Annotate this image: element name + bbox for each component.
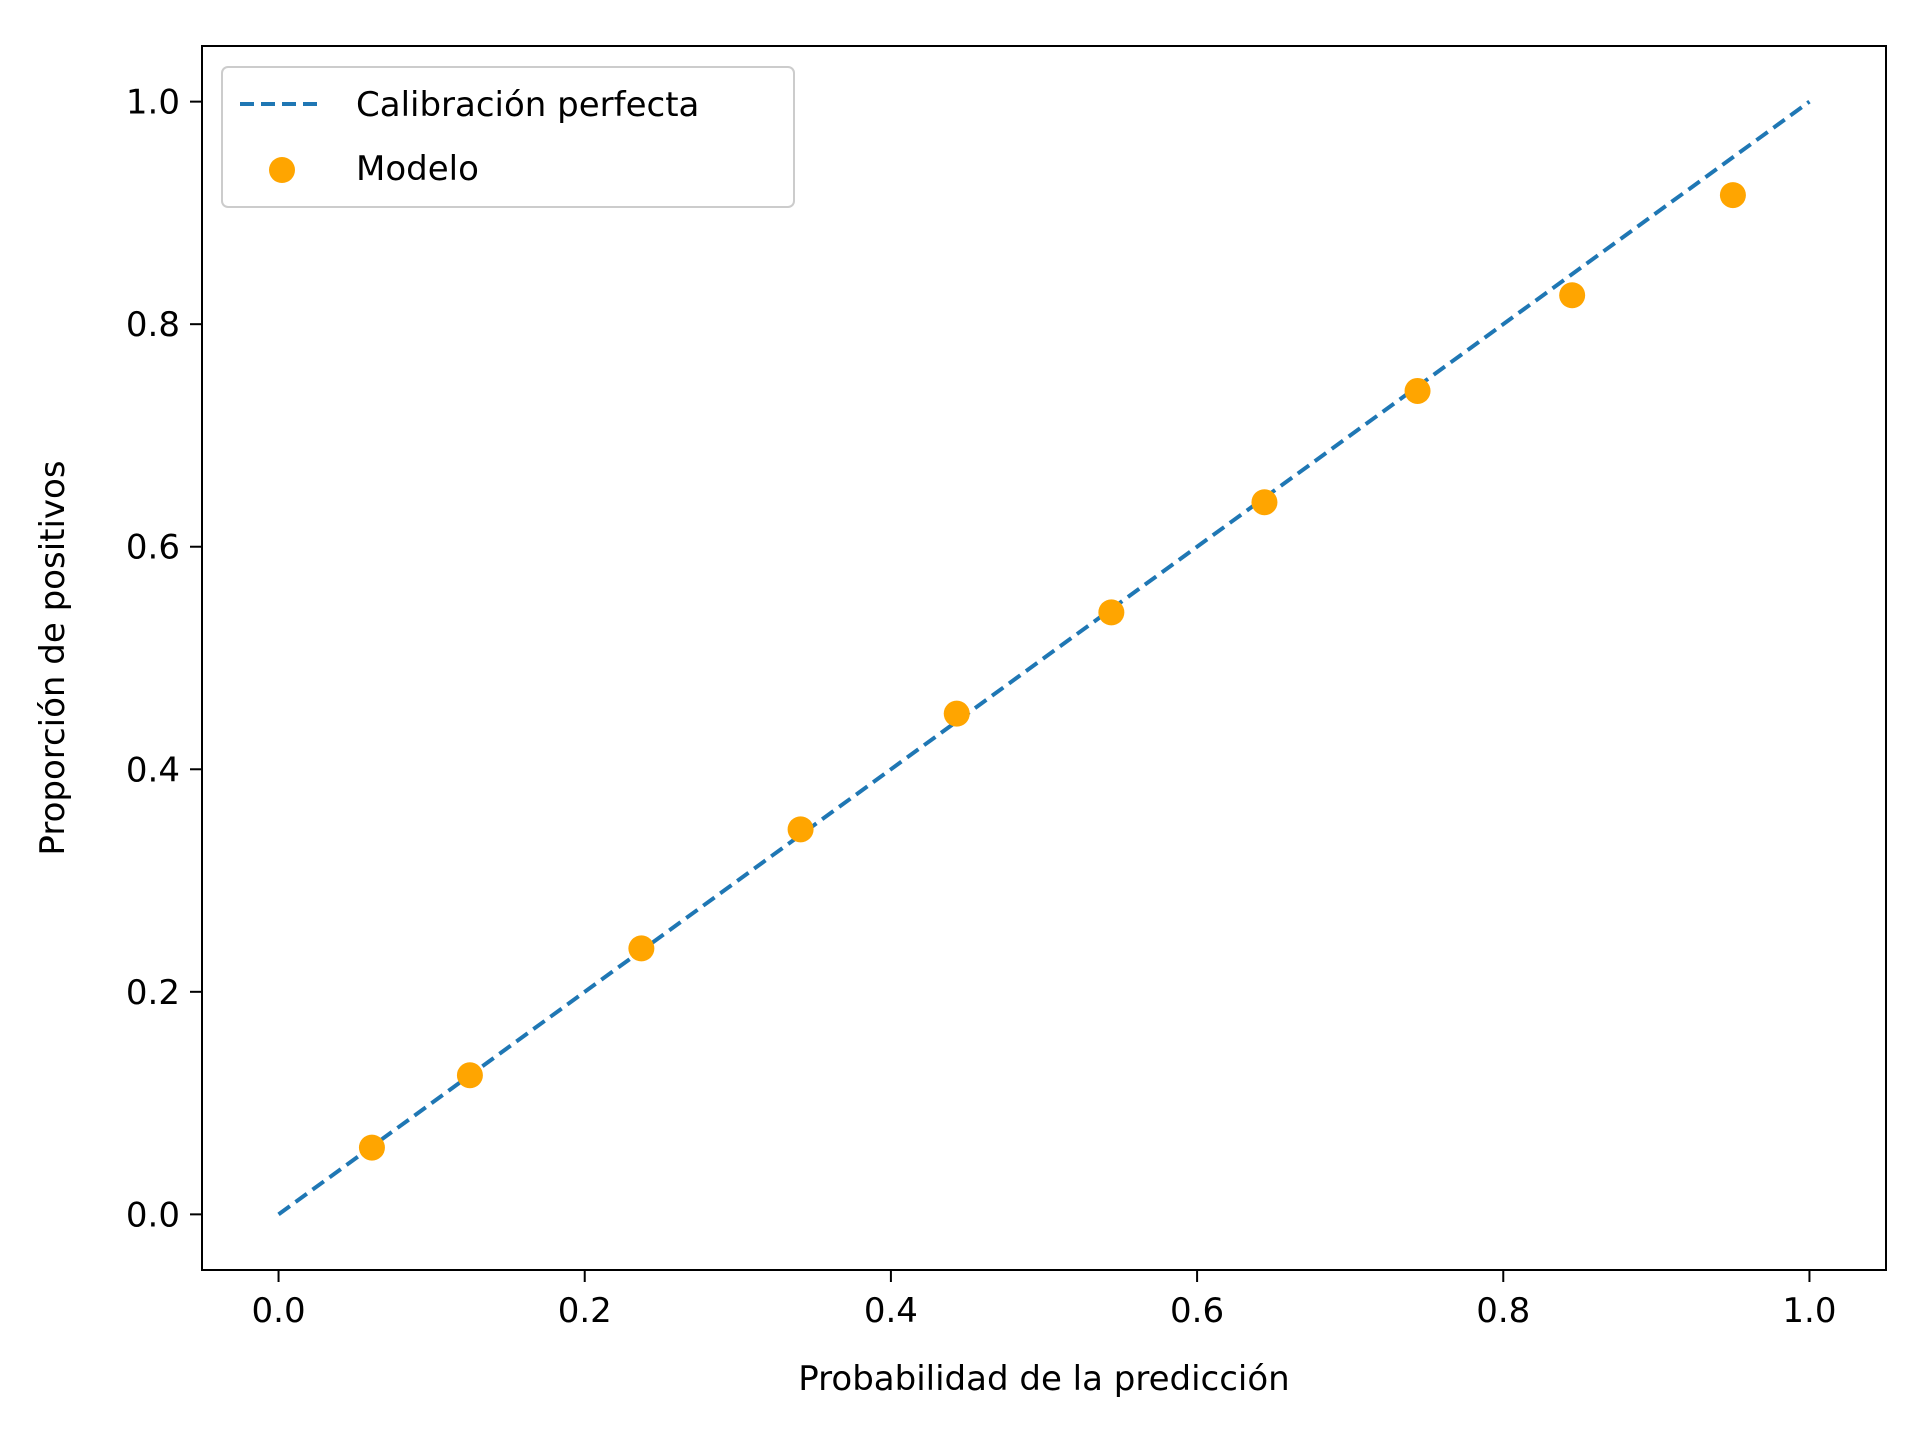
legend-swatch-modelo bbox=[269, 157, 295, 183]
x-tick-label: 0.6 bbox=[1170, 1291, 1224, 1331]
x-tick-label: 0.0 bbox=[252, 1291, 306, 1331]
y-tick-label: 1.0 bbox=[126, 83, 180, 123]
scatter-point-modelo bbox=[1251, 489, 1278, 516]
x-tick-label: 1.0 bbox=[1782, 1291, 1836, 1331]
scatter-point-modelo bbox=[456, 1062, 483, 1089]
axes-frame bbox=[201, 45, 1887, 1271]
series-line-calibracion-perfecta bbox=[277, 100, 1811, 1216]
x-tick-label: 0.2 bbox=[558, 1291, 612, 1331]
x-axis: 0.0 0.2 0.4 0.6 0.8 1.0 bbox=[252, 1270, 1836, 1331]
y-axis-label: Proporción de positivos bbox=[33, 460, 73, 855]
y-axis: 0.0 0.2 0.4 0.6 0.8 1.0 bbox=[126, 83, 202, 1235]
legend-label-calibracion-perfecta: Calibración perfecta bbox=[356, 85, 699, 125]
scatter-point-modelo bbox=[628, 935, 655, 962]
y-tick-label: 0.6 bbox=[126, 528, 180, 568]
y-tick-label: 0.0 bbox=[126, 1195, 180, 1235]
scatter-point-modelo bbox=[1098, 599, 1125, 626]
scatter-point-modelo bbox=[358, 1134, 385, 1161]
legend-label-modelo: Modelo bbox=[356, 149, 479, 189]
y-tick-label: 0.8 bbox=[126, 305, 180, 345]
scatter-point-modelo bbox=[787, 816, 814, 843]
scatter-point-modelo bbox=[943, 700, 970, 727]
x-axis-label: Probabilidad de la predicción bbox=[798, 1359, 1289, 1399]
scatter-point-modelo bbox=[1559, 282, 1586, 309]
x-tick-label: 0.8 bbox=[1476, 1291, 1530, 1331]
legend-box bbox=[221, 66, 795, 208]
y-tick-label: 0.4 bbox=[126, 750, 180, 790]
y-tick-label: 0.2 bbox=[126, 973, 180, 1013]
x-tick-label: 0.4 bbox=[864, 1291, 918, 1331]
scatter-point-modelo bbox=[1719, 182, 1746, 209]
legend: Calibración perfecta Modelo bbox=[221, 66, 795, 208]
scatter-point-modelo bbox=[1404, 377, 1431, 404]
plot-area bbox=[277, 100, 1811, 1216]
